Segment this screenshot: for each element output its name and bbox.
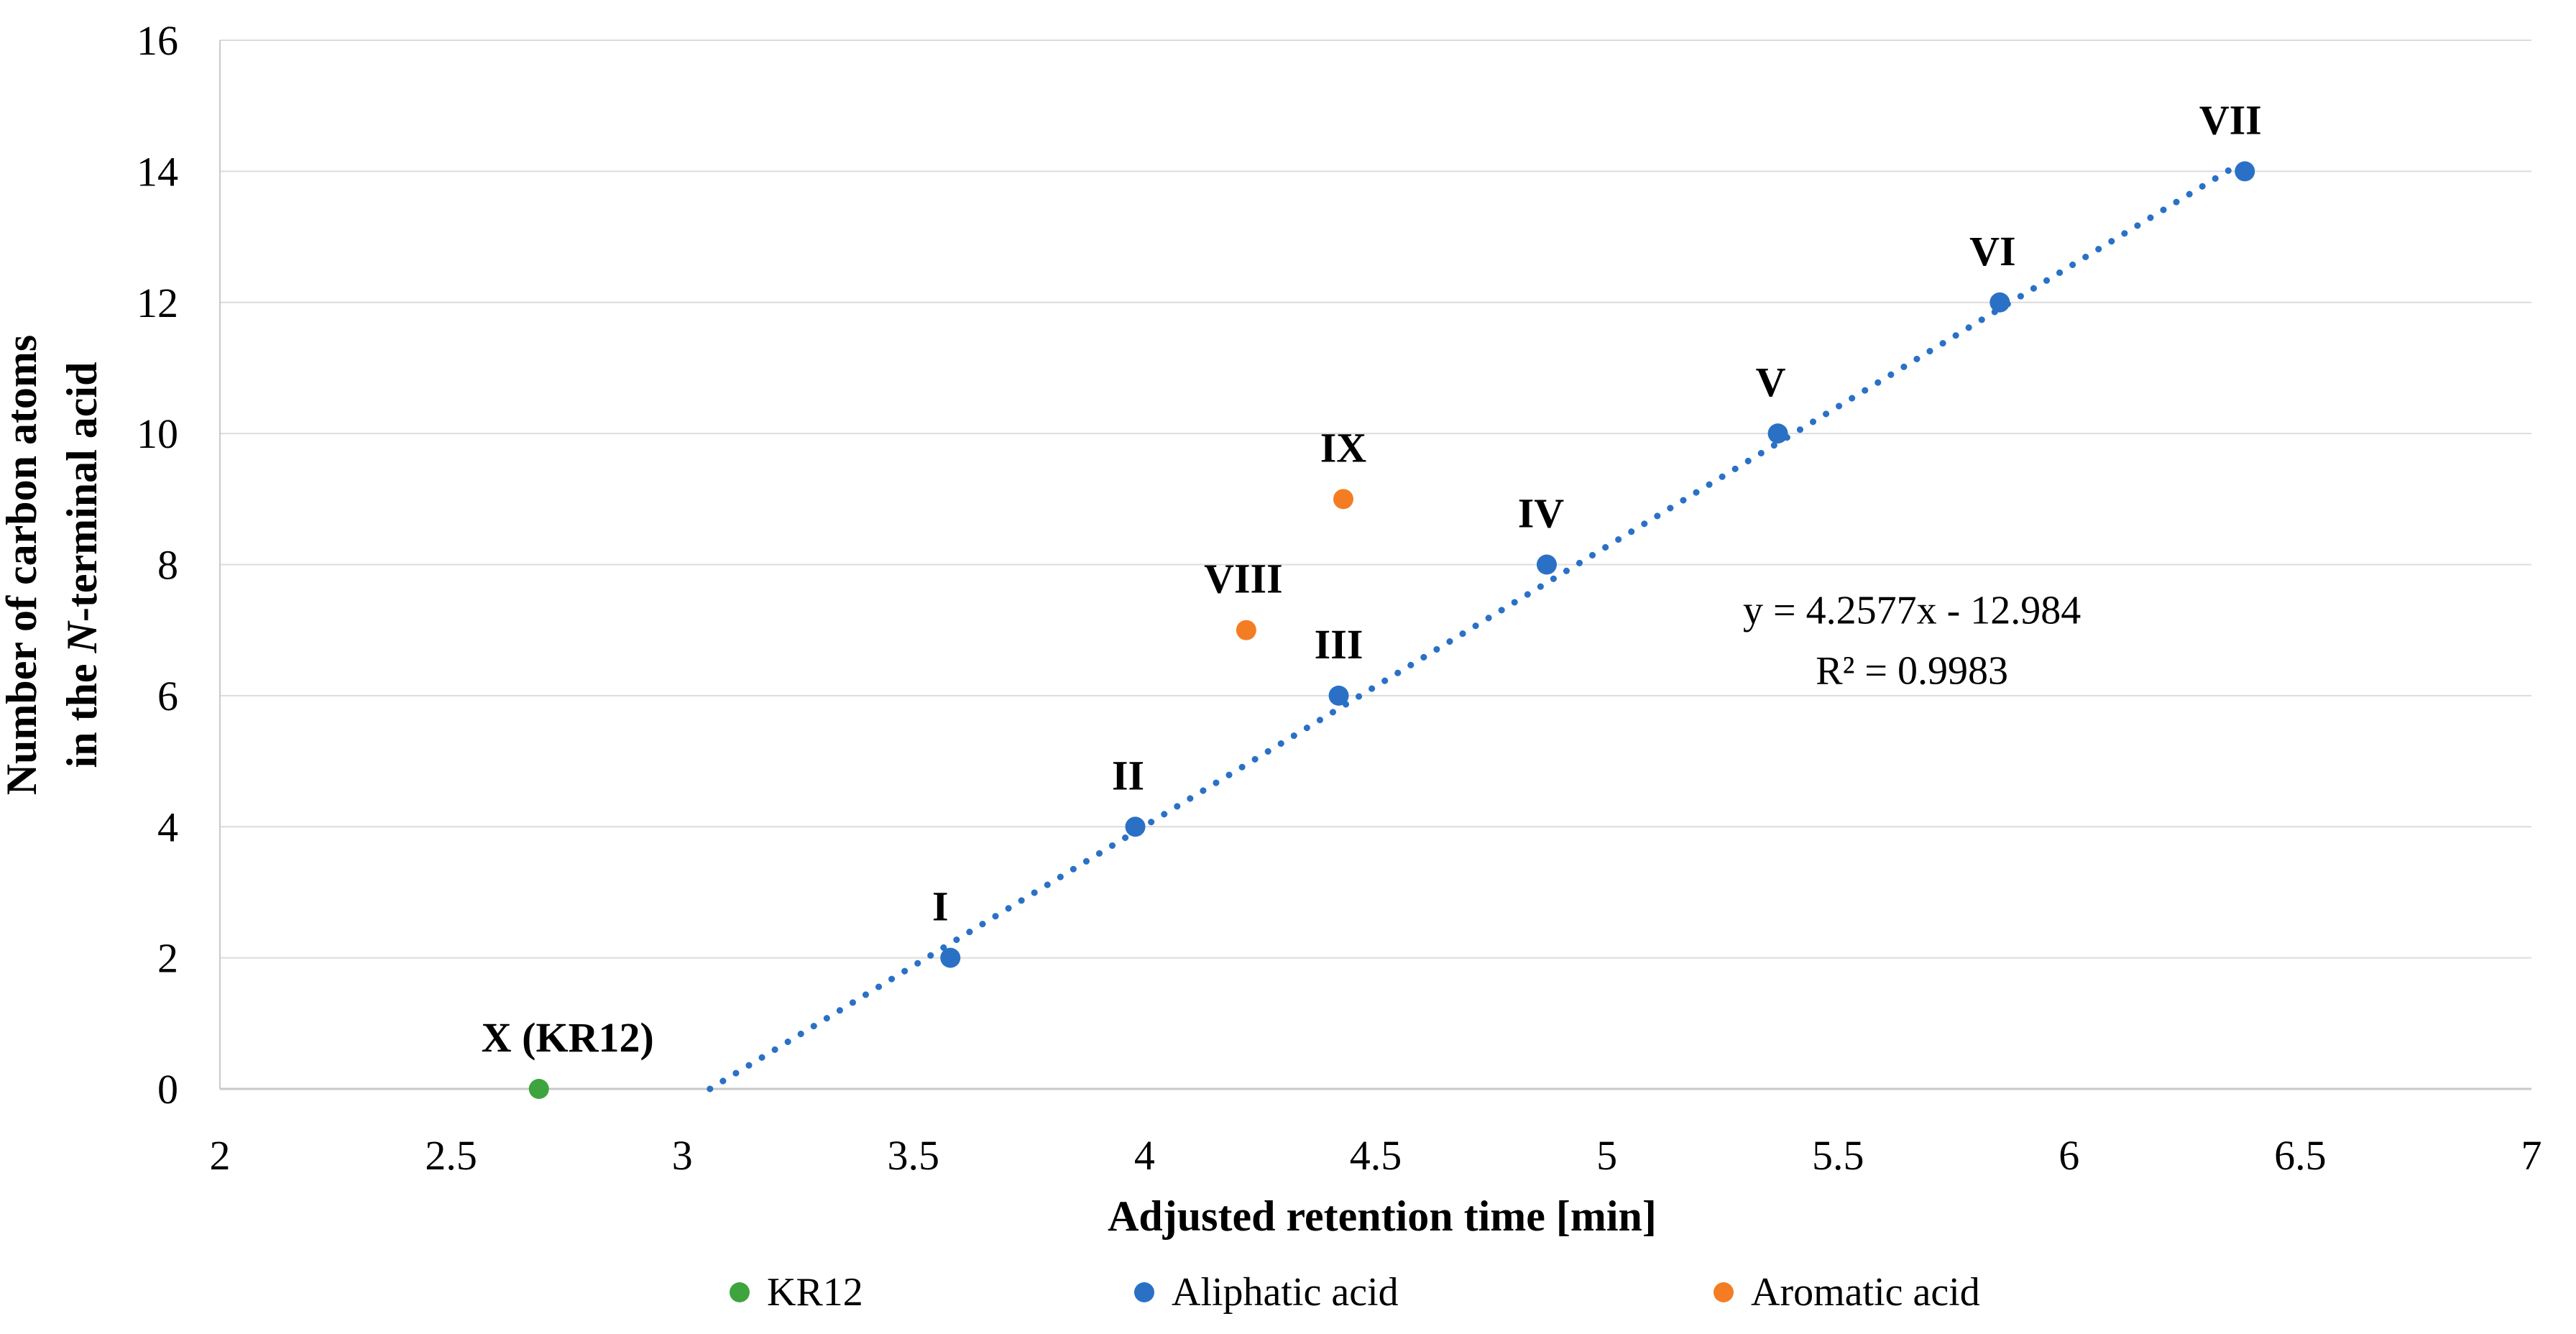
point-label-IX: IX xyxy=(1320,424,1367,471)
axis-lines xyxy=(219,40,2531,1090)
y-axis-title-line2: in the N-terminal acid xyxy=(58,362,106,768)
x-tick-label-5.5: 5.5 xyxy=(1812,1132,1864,1179)
legend-marker-icon xyxy=(730,1282,750,1302)
axis-titles-group: Adjusted retention time [min] Number of … xyxy=(0,335,1657,1240)
legend-item-Aliphatic-acid: Aliphatic acid xyxy=(1134,1270,1399,1315)
legend: KR12 Aliphatic acid Aromatic acid xyxy=(730,1270,1980,1315)
data-point-I xyxy=(940,947,961,968)
y-tick-label-12: 12 xyxy=(137,280,178,326)
x-tick-label-6.5: 6.5 xyxy=(2274,1132,2327,1179)
legend-item-KR12: KR12 xyxy=(730,1270,863,1315)
y-tick-label-0: 0 xyxy=(157,1066,178,1113)
x-tick-label-3.5: 3.5 xyxy=(888,1132,940,1179)
x-tick-label-2: 2 xyxy=(210,1132,231,1179)
y-tick-label-4: 4 xyxy=(157,804,178,850)
y-axis-title-line1: Number of carbon atoms xyxy=(0,335,45,796)
y-tick-label-6: 6 xyxy=(157,673,178,719)
data-point-III xyxy=(1328,685,1349,706)
point-label-VII: VII xyxy=(2199,96,2262,143)
legend-item-Aromatic-acid: Aromatic acid xyxy=(1714,1270,1980,1315)
trendline-group xyxy=(707,160,2244,1092)
data-point-IV xyxy=(1536,554,1557,575)
point-label-II: II xyxy=(1112,752,1144,799)
data-point-II xyxy=(1125,816,1146,837)
data-point-X-KR12- xyxy=(528,1079,549,1099)
data-point-V xyxy=(1767,423,1788,444)
y-axis-title-italic-part: N xyxy=(58,620,106,653)
trendline-dotted xyxy=(707,160,2244,1092)
point-label-IV: IV xyxy=(1518,490,1565,537)
legend-item-label: Aromatic acid xyxy=(1751,1270,1980,1315)
gridlines xyxy=(220,40,2531,959)
point-label-I: I xyxy=(932,883,949,930)
x-tick-label-2.5: 2.5 xyxy=(425,1132,477,1179)
point-label-V: V xyxy=(1756,359,1786,405)
data-point-IX xyxy=(1333,489,1353,510)
legend-item-label: KR12 xyxy=(767,1270,863,1315)
point-label-III: III xyxy=(1315,621,1363,668)
data-point-VII xyxy=(2235,161,2255,182)
y-tick-label-10: 10 xyxy=(137,410,178,457)
legend-marker-icon xyxy=(1134,1282,1154,1302)
point-label-VI: VI xyxy=(1969,228,2015,275)
x-tick-label-6: 6 xyxy=(2058,1132,2079,1179)
x-tick-label-4.5: 4.5 xyxy=(1350,1132,1402,1179)
y-tick-label-14: 14 xyxy=(137,148,178,195)
trendline-equation-group: y = 4.2577x - 12.984 R² = 0.9983 xyxy=(1743,589,2081,694)
trendline-r-squared: R² = 0.9983 xyxy=(1816,649,2008,694)
x-tick-label-4: 4 xyxy=(1134,1132,1155,1179)
x-tick-label-3: 3 xyxy=(672,1132,693,1179)
x-tick-label-7: 7 xyxy=(2521,1132,2542,1179)
trendline-equation: y = 4.2577x - 12.984 xyxy=(1743,589,2081,633)
y-axis-title-text-part: -terminal acid xyxy=(58,362,106,622)
legend-item-label: Aliphatic acid xyxy=(1172,1270,1399,1315)
y-tick-label-8: 8 xyxy=(157,542,178,589)
y-tick-label-16: 16 xyxy=(137,17,178,64)
y-tick-label-2: 2 xyxy=(157,935,178,982)
data-point-VI xyxy=(1990,292,2010,313)
y-axis-title-text-part: in the xyxy=(58,653,106,768)
point-label-X-KR12-: X (KR12) xyxy=(482,1014,654,1061)
legend-marker-icon xyxy=(1714,1282,1734,1302)
point-label-VIII: VIII xyxy=(1204,556,1283,602)
x-tick-label-5: 5 xyxy=(1596,1132,1617,1179)
data-point-VIII xyxy=(1236,620,1256,640)
x-axis-title: Adjusted retention time [min] xyxy=(1108,1192,1657,1240)
data-points-group xyxy=(528,161,2255,1099)
